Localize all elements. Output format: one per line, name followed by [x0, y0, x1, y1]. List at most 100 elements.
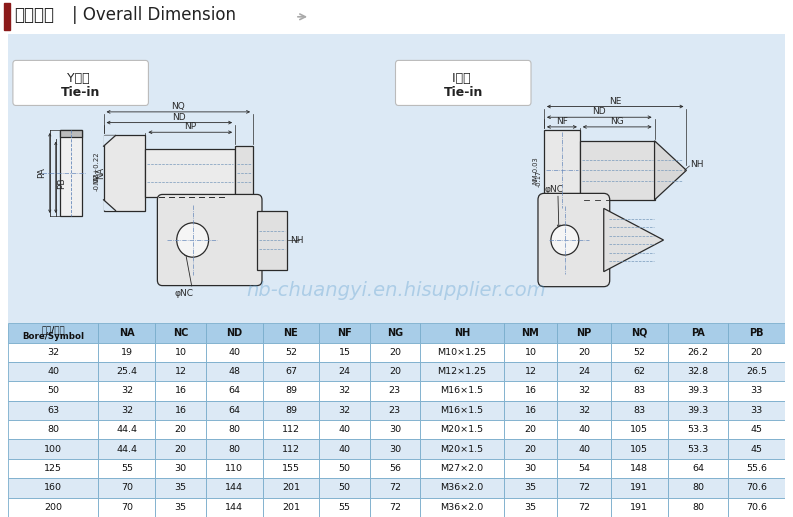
Text: 80: 80 — [692, 483, 704, 492]
Bar — [728, 362, 785, 382]
Bar — [205, 382, 262, 401]
Bar — [320, 382, 370, 401]
Text: 10: 10 — [174, 348, 186, 357]
Bar — [611, 478, 668, 497]
Text: 35: 35 — [524, 503, 537, 512]
Text: ND: ND — [173, 113, 186, 121]
Bar — [262, 459, 320, 478]
Text: 72: 72 — [578, 503, 590, 512]
Text: 44.4: 44.4 — [117, 445, 137, 453]
FancyBboxPatch shape — [396, 60, 531, 105]
Bar — [557, 439, 611, 459]
Text: PB: PB — [749, 328, 764, 338]
Bar — [257, 210, 287, 269]
Polygon shape — [603, 208, 664, 271]
Text: 72: 72 — [389, 483, 400, 492]
Bar — [557, 478, 611, 497]
Text: 40: 40 — [47, 367, 59, 376]
Text: 20: 20 — [174, 425, 186, 434]
Text: 44.4: 44.4 — [117, 425, 137, 434]
Bar — [8, 459, 98, 478]
Text: 89: 89 — [285, 387, 297, 396]
FancyBboxPatch shape — [157, 194, 262, 285]
Text: 35: 35 — [174, 483, 186, 492]
Text: 32: 32 — [47, 348, 59, 357]
Bar — [320, 342, 370, 362]
Text: 105: 105 — [630, 425, 649, 434]
Bar — [370, 459, 420, 478]
Bar — [155, 497, 205, 517]
Bar — [98, 478, 155, 497]
Text: 70: 70 — [121, 483, 133, 492]
Bar — [320, 459, 370, 478]
Bar — [728, 439, 785, 459]
Text: NE: NE — [284, 328, 298, 338]
Bar — [370, 478, 420, 497]
Bar — [420, 342, 504, 362]
Bar — [420, 439, 504, 459]
Text: 50: 50 — [339, 483, 351, 492]
Text: 30: 30 — [174, 464, 186, 473]
Text: 83: 83 — [634, 406, 646, 415]
Text: 33: 33 — [750, 387, 763, 396]
Bar — [504, 382, 557, 401]
Bar — [262, 401, 320, 420]
Text: 20: 20 — [524, 445, 537, 453]
Bar — [205, 478, 262, 497]
Text: 32: 32 — [121, 387, 133, 396]
Bar — [544, 130, 580, 210]
Bar — [668, 459, 728, 478]
Text: 12: 12 — [174, 367, 186, 376]
Text: 40: 40 — [578, 425, 590, 434]
Bar — [504, 459, 557, 478]
Text: 45: 45 — [751, 445, 763, 453]
Bar — [370, 342, 420, 362]
Text: 23: 23 — [389, 387, 401, 396]
Bar — [611, 323, 668, 342]
Text: 112: 112 — [282, 445, 300, 453]
Text: 52: 52 — [634, 348, 646, 357]
Text: M20×1.5: M20×1.5 — [440, 425, 484, 434]
FancyBboxPatch shape — [13, 60, 148, 105]
Text: 24: 24 — [578, 367, 590, 376]
Text: 56: 56 — [389, 464, 400, 473]
Bar — [611, 401, 668, 420]
Text: 19: 19 — [121, 348, 133, 357]
Bar — [611, 382, 668, 401]
Bar — [205, 342, 262, 362]
Text: 80: 80 — [228, 445, 240, 453]
Bar — [8, 420, 98, 439]
Bar — [8, 439, 98, 459]
Text: 105: 105 — [630, 445, 649, 453]
Bar — [668, 362, 728, 382]
Text: 20: 20 — [174, 445, 186, 453]
Text: 100: 100 — [44, 445, 62, 453]
Text: ND: ND — [226, 328, 242, 338]
Bar — [98, 401, 155, 420]
Text: 32: 32 — [578, 387, 590, 396]
Bar — [370, 362, 420, 382]
Text: NG: NG — [387, 328, 403, 338]
Text: 112: 112 — [282, 425, 300, 434]
Text: 24: 24 — [339, 367, 351, 376]
Bar — [611, 342, 668, 362]
Text: 53.3: 53.3 — [688, 425, 709, 434]
Bar — [557, 342, 611, 362]
Bar — [8, 401, 98, 420]
Bar — [98, 439, 155, 459]
Polygon shape — [654, 141, 687, 200]
Text: 40: 40 — [578, 445, 590, 453]
Bar — [557, 420, 611, 439]
Bar — [320, 323, 370, 342]
Text: NQ: NQ — [631, 328, 648, 338]
Text: NH: NH — [454, 328, 470, 338]
Text: 39.3: 39.3 — [688, 387, 709, 396]
Text: nb-chuangyi.en.hisupplier.com: nb-chuangyi.en.hisupplier.com — [247, 281, 546, 300]
Text: NQ: NQ — [171, 102, 186, 111]
Text: -0.02: -0.02 — [94, 173, 100, 191]
Bar — [668, 401, 728, 420]
Text: 26.5: 26.5 — [746, 367, 767, 376]
Bar — [8, 362, 98, 382]
Bar — [205, 401, 262, 420]
Bar — [59, 130, 82, 216]
